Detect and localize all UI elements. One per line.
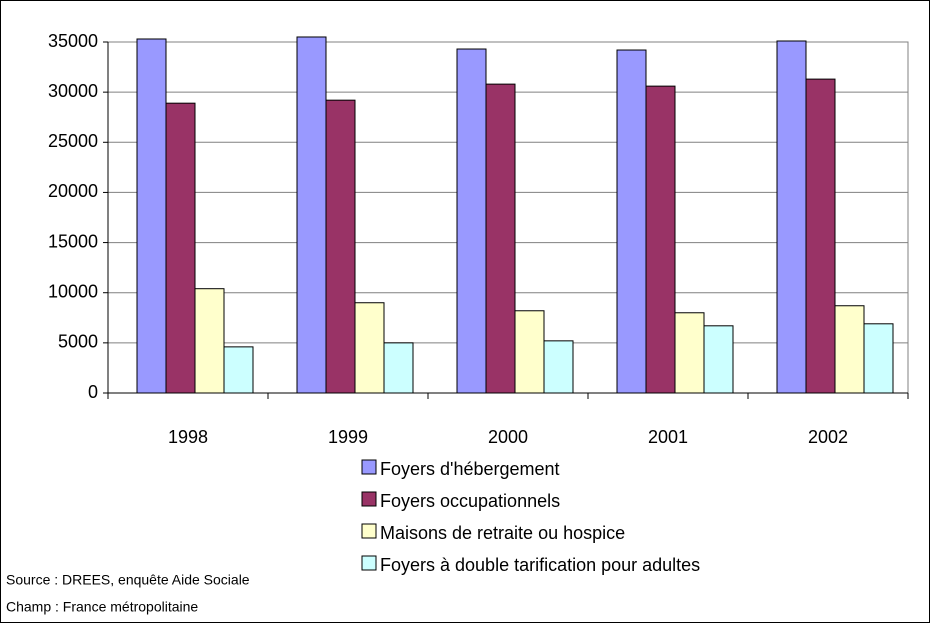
bar [863, 323, 894, 394]
bar [514, 310, 545, 394]
legend-swatch [361, 523, 377, 539]
bar [354, 302, 385, 394]
y-tick-label: 25000 [48, 131, 98, 151]
bar [223, 346, 254, 394]
bar [136, 38, 167, 394]
y-tick-label: 0 [88, 382, 98, 402]
y-tick-label: 35000 [48, 31, 98, 51]
bar [165, 102, 196, 394]
bar [194, 288, 225, 394]
bar [703, 325, 734, 394]
legend-swatch [361, 555, 377, 571]
bar [616, 49, 647, 394]
legend-label: Foyers d'hébergement [380, 459, 560, 479]
bar [543, 340, 574, 394]
legend-label: Foyers occupationnels [380, 491, 560, 511]
x-tick-label: 2001 [648, 427, 688, 447]
x-tick-label: 1999 [328, 427, 368, 447]
y-tick-label: 15000 [48, 231, 98, 251]
legend-swatch [361, 459, 377, 475]
y-tick-label: 20000 [48, 181, 98, 201]
note: Champ : France métropolitaine [6, 599, 198, 615]
bar [383, 342, 414, 394]
bar [776, 40, 807, 394]
y-tick-label: 10000 [48, 281, 98, 301]
bar [325, 99, 356, 394]
x-tick-label: 2000 [488, 427, 528, 447]
legend-swatch [361, 491, 377, 507]
y-tick-label: 5000 [58, 332, 98, 352]
bar [674, 312, 705, 394]
bar [456, 48, 487, 394]
legend-label: Foyers à double tarification pour adulte… [380, 555, 700, 575]
x-tick-label: 2002 [808, 427, 848, 447]
bar [296, 36, 327, 394]
bar [805, 78, 836, 394]
x-tick-label: 1998 [168, 427, 208, 447]
bar [834, 305, 865, 394]
note: Source : DREES, enquête Aide Sociale [6, 572, 250, 588]
y-tick-label: 30000 [48, 81, 98, 101]
legend-label: Maisons de retraite ou hospice [380, 523, 625, 543]
bar [645, 85, 676, 394]
bar [485, 83, 516, 394]
